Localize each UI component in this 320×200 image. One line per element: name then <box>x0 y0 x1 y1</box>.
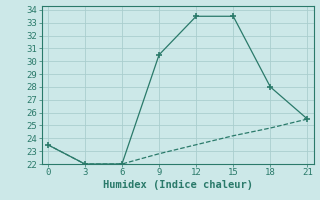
X-axis label: Humidex (Indice chaleur): Humidex (Indice chaleur) <box>103 180 252 190</box>
